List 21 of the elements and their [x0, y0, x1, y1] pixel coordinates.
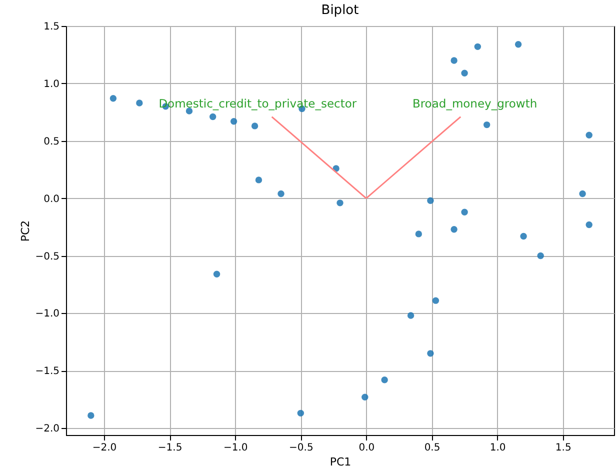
x-tick-label: −0.5 [289, 442, 314, 454]
y-tick-label: −0.5 [35, 251, 60, 262]
y-tick-label: −1.0 [35, 308, 60, 320]
y-tick-label: 0.5 [44, 136, 60, 148]
y-tick-label: −2.0 [35, 424, 60, 435]
x-tick-label: −1.0 [223, 442, 248, 454]
y-tick-label: 1.5 [44, 22, 60, 32]
annotation: Domestic_credit_to_private_sector [158, 96, 357, 111]
x-tick-label: −2.0 [92, 442, 117, 454]
y-tick-label: 0.0 [44, 194, 60, 205]
annotation: Broad_money_growth [412, 96, 538, 111]
y-axis-title: PC2 [19, 220, 32, 242]
y-tick-label: 1.0 [44, 78, 60, 90]
x-tick-label: 0.0 [358, 442, 375, 454]
chart-title: Biplot [321, 3, 359, 18]
x-tick-label: 1.0 [490, 442, 506, 454]
x-tick-label: −1.5 [158, 442, 182, 454]
y-tick-label: −1.5 [35, 366, 60, 378]
x-axis-title: PC1 [330, 456, 352, 468]
x-tick-label: 1.5 [555, 442, 572, 454]
x-tick-label: 0.5 [424, 442, 440, 454]
